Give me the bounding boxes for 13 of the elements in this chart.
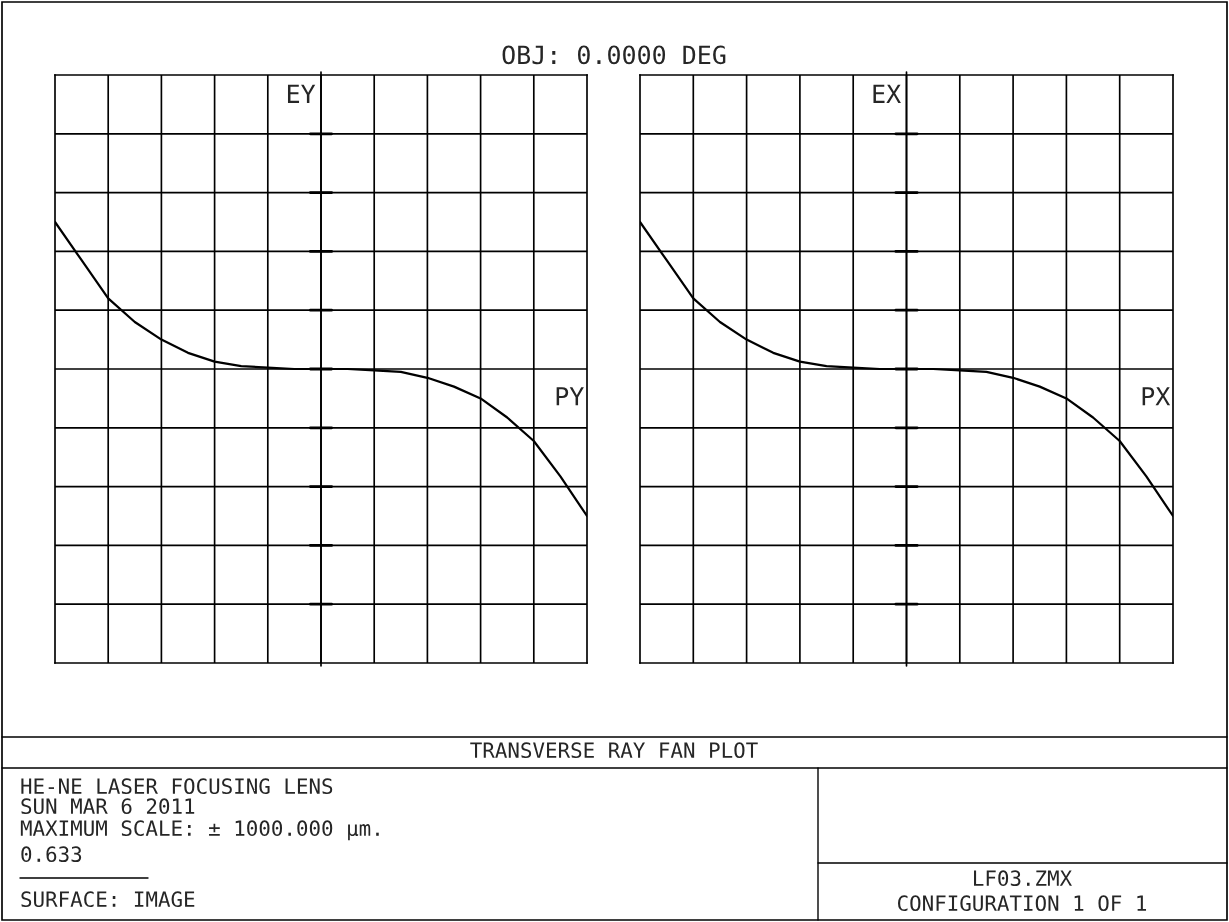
y-axis-title: EY xyxy=(287,84,316,103)
text: LF03.ZMX xyxy=(974,870,1072,887)
chart-title: OBJ: 0.0000 DEG xyxy=(502,45,726,65)
x-axis-title: PX xyxy=(1142,387,1171,406)
text: HE-NE LASER FOCUSING LENS xyxy=(21,778,333,795)
y-axis-title: EX xyxy=(873,84,901,103)
text: SUN MAR 6 2011 xyxy=(21,798,195,815)
text: SURFACE: IMAGE xyxy=(21,891,195,908)
text: MAXIMUM SCALE: ± 1000.000 µm. xyxy=(20,820,379,841)
text: TRANSVERSE RAY FAN PLOT xyxy=(470,742,758,759)
text: 0.633 xyxy=(21,846,82,863)
text: CONFIGURATION 1 OF 1 xyxy=(897,895,1147,912)
x-axis-title: PY xyxy=(556,387,584,406)
